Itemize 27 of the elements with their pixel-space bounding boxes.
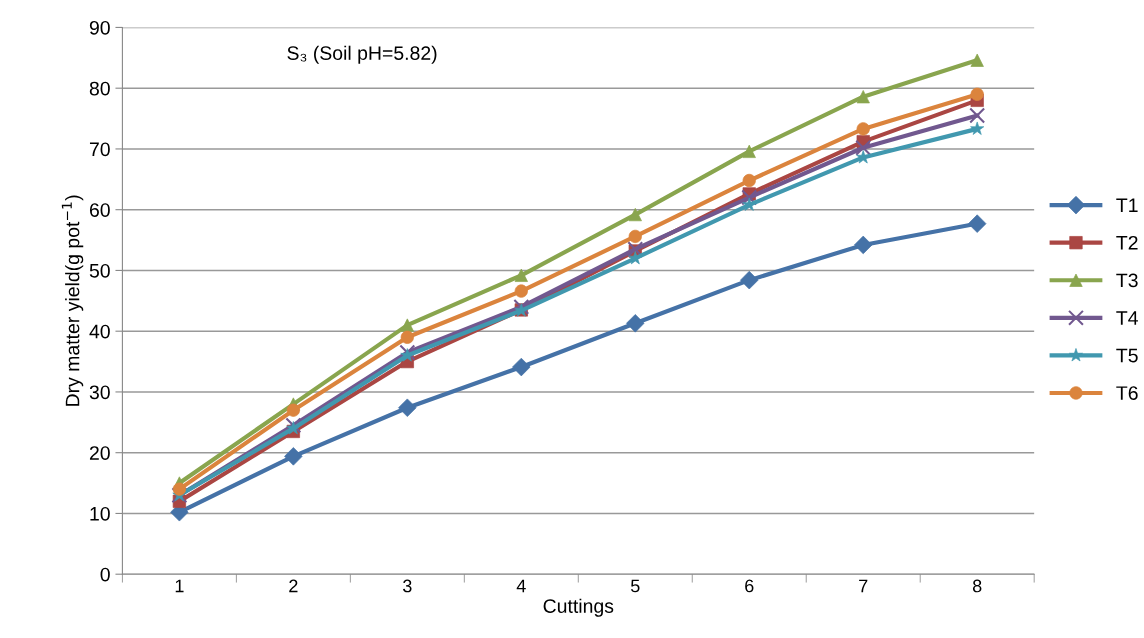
legend-label: T4 <box>1116 311 1138 325</box>
y-tick-label: 90 <box>89 20 110 35</box>
y-tick-label: 80 <box>89 81 110 96</box>
y-axis-title: Dry matter yield(g pot$^{−1}$) <box>61 195 84 406</box>
y-tick-label: 10 <box>90 506 110 521</box>
legend-label: T2 <box>1116 235 1138 250</box>
y-tick-label: 0 <box>100 567 110 582</box>
y-tick-label: 70 <box>89 142 110 157</box>
legend-label: T1 <box>1116 198 1138 212</box>
x-tick-label: 6 <box>745 579 754 593</box>
y-tick-label: 40 <box>89 324 110 339</box>
y-tick-label: 20 <box>89 446 110 460</box>
x-tick-label: 7 <box>859 579 868 593</box>
y-tick-label: 30 <box>89 385 110 400</box>
x-tick-label: 2 <box>289 579 298 593</box>
x-tick-label: 1 <box>175 579 184 593</box>
x-tick-label: 8 <box>972 579 982 593</box>
x-axis-title: Cuttings <box>543 598 614 617</box>
y-tick-label: 60 <box>89 203 110 217</box>
x-tick-label: 3 <box>403 579 412 593</box>
legend-label: T5 <box>1116 348 1138 363</box>
x-tick-label: 4 <box>516 579 526 593</box>
legend-label: T3 <box>1116 273 1138 288</box>
x-tick-label: 5 <box>630 579 640 593</box>
legend-label: T6 <box>1116 386 1138 400</box>
y-tick-label: 50 <box>89 263 110 278</box>
annotation: S₃ (Soil pH=5.82) <box>287 45 437 64</box>
